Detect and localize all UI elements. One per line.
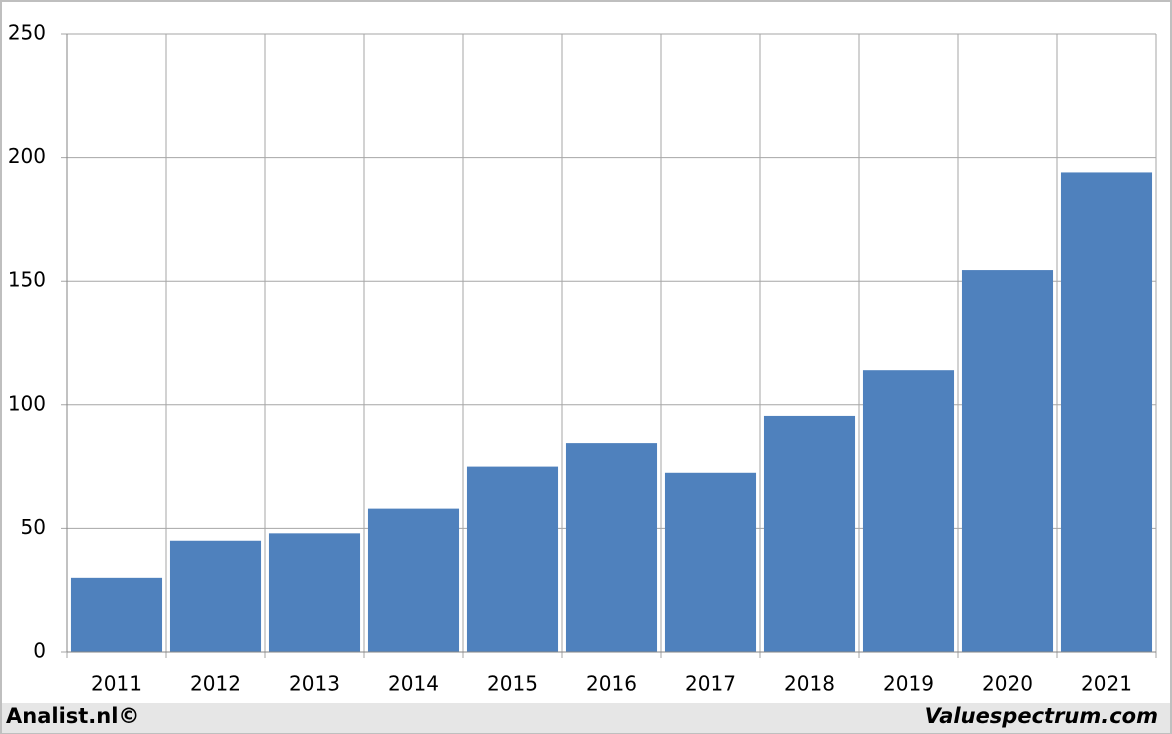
bar: [268, 533, 361, 652]
y-tick-label: 50: [21, 515, 46, 539]
bar: [763, 415, 856, 652]
x-tick-label: 2015: [487, 672, 538, 696]
bar: [961, 270, 1054, 652]
y-tick-label: 100: [8, 391, 46, 415]
footer-band: [2, 703, 1170, 733]
y-tick-label: 150: [8, 268, 46, 292]
bar: [862, 370, 955, 652]
y-tick-label: 0: [33, 639, 46, 663]
y-tick-label: 200: [8, 144, 46, 168]
x-tick-label: 2017: [685, 672, 736, 696]
x-tick-label: 2013: [289, 672, 340, 696]
x-tick-label: 2016: [586, 672, 637, 696]
bar: [70, 577, 163, 652]
x-tick-label: 2018: [784, 672, 835, 696]
x-tick-label: 2011: [91, 672, 142, 696]
bar: [664, 472, 757, 652]
bar: [466, 466, 559, 652]
bar: [1060, 172, 1153, 652]
x-tick-label: 2021: [1081, 672, 1132, 696]
x-tick-label: 2014: [388, 672, 439, 696]
bar: [169, 540, 262, 652]
x-tick-label: 2019: [883, 672, 934, 696]
bar: [565, 443, 658, 652]
x-tick-label: 2020: [982, 672, 1033, 696]
bar: [367, 508, 460, 652]
footer-right: Valuespectrum.com: [925, 704, 1158, 728]
y-tick-label: 250: [8, 21, 46, 45]
x-tick-label: 2012: [190, 672, 241, 696]
footer-left: Analist.nl©: [6, 704, 139, 728]
